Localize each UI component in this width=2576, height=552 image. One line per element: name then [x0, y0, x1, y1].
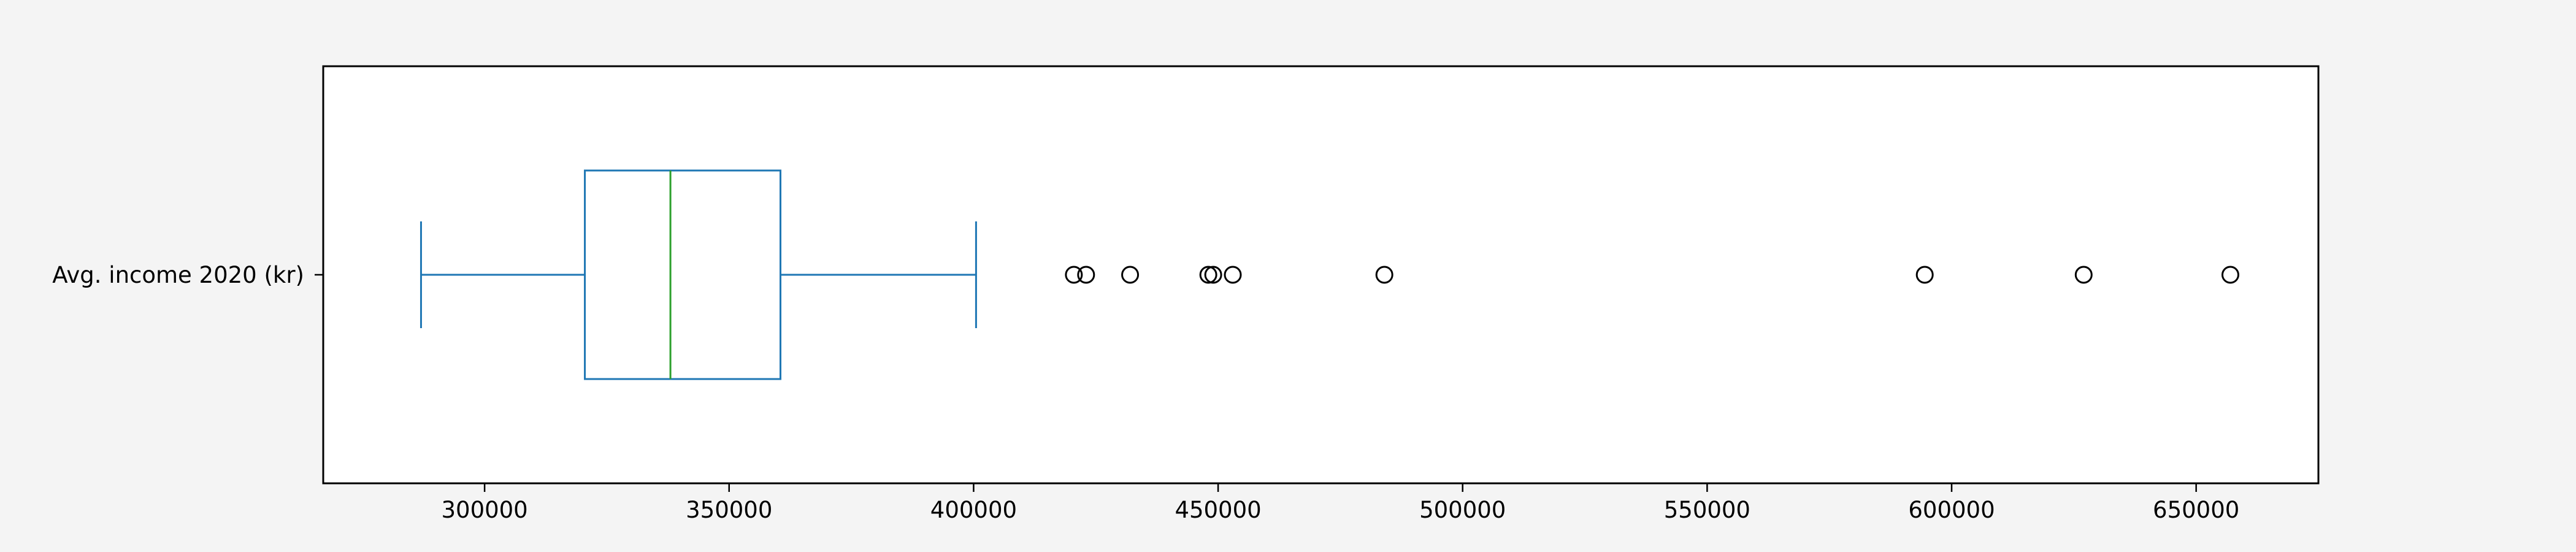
outlier-point — [1915, 266, 1934, 284]
outlier-point — [1375, 266, 1393, 284]
outlier-point — [1204, 266, 1222, 284]
x-tick-label: 450000 — [1175, 497, 1261, 523]
outlier-point — [1199, 266, 1217, 284]
outlier-point — [1224, 266, 1242, 284]
x-tick-label: 300000 — [441, 497, 527, 523]
outlier-point — [1077, 266, 1095, 284]
x-tick-label: 500000 — [1419, 497, 1506, 523]
x-tick-label: 550000 — [1664, 497, 1750, 523]
outlier-point — [2221, 266, 2239, 284]
x-tick-label: 600000 — [1908, 497, 1995, 523]
x-tick-label: 350000 — [686, 497, 772, 523]
plot-area — [322, 65, 2320, 485]
y-tick-label: Avg. income 2020 (kr) — [52, 262, 304, 288]
y-axis: Avg. income 2020 (kr) — [52, 262, 323, 288]
outlier-points — [1065, 266, 2239, 284]
outlier-point — [1065, 266, 1083, 284]
box-series — [420, 169, 977, 380]
x-axis: 300000 350000 400000 450000 500000 550000 6000… — [441, 483, 2239, 523]
x-tick-label: 400000 — [930, 497, 1017, 523]
outlier-point — [2074, 266, 2093, 284]
iqr-box — [584, 169, 781, 380]
outlier-point — [1121, 266, 1140, 284]
x-tick-label: 650000 — [2153, 497, 2239, 523]
